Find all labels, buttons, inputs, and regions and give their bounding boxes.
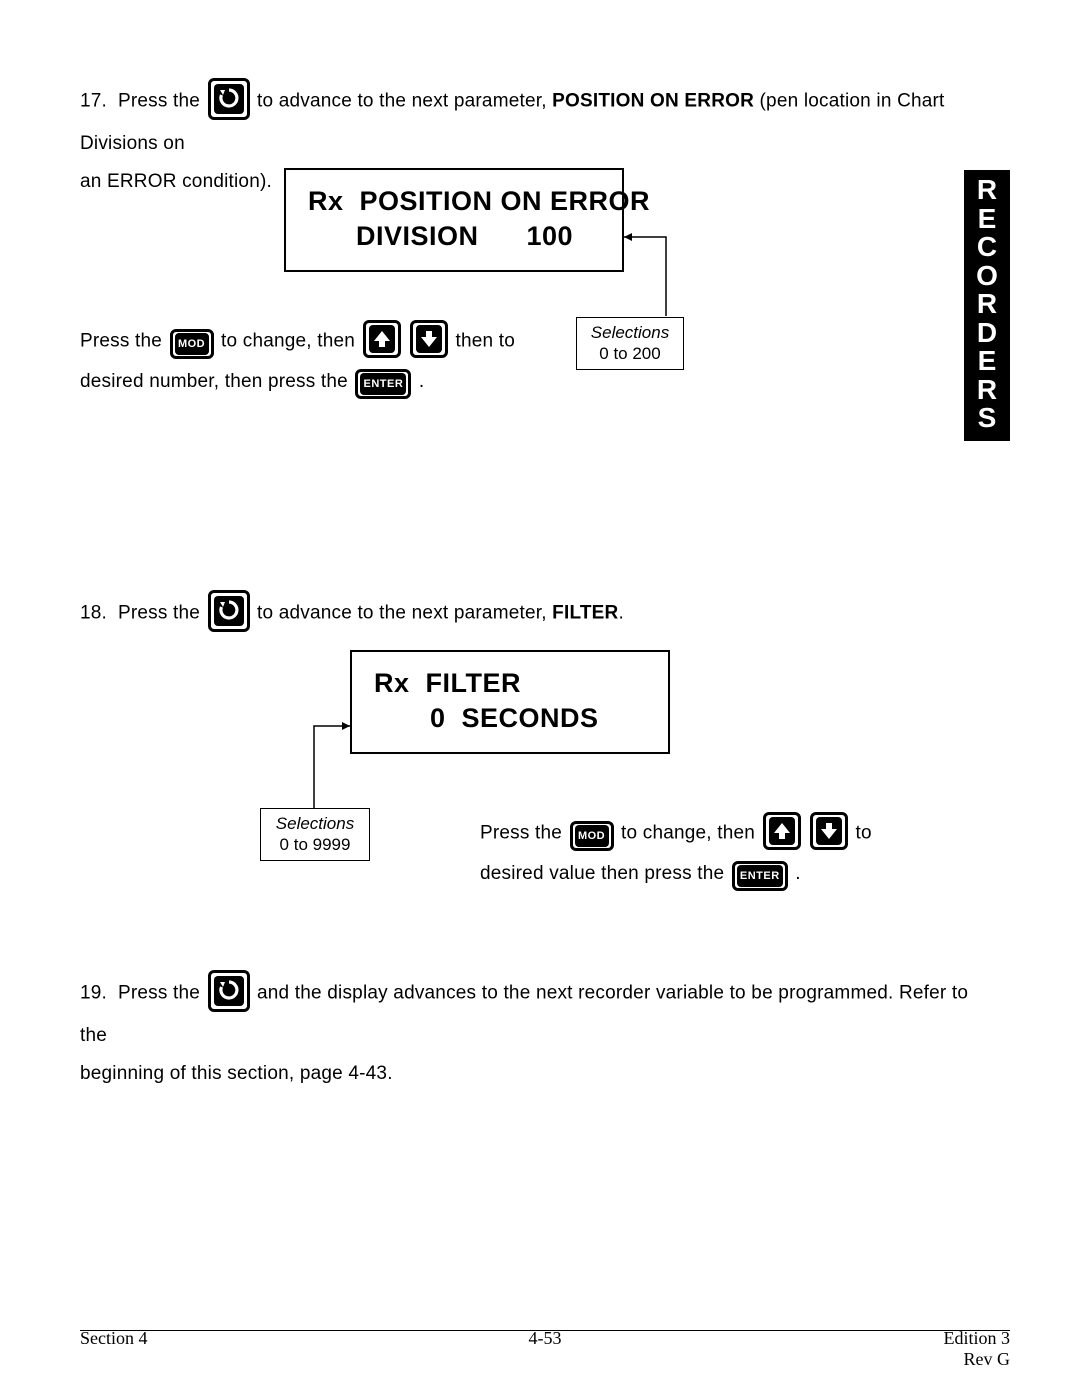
step-number: 19.	[80, 983, 107, 1004]
enter-key-icon: ENTER	[732, 855, 788, 893]
page: RECORDERS 17. Press the to advance to th…	[0, 0, 1080, 1397]
down-arrow-icon	[410, 320, 448, 363]
connector-arrow	[300, 712, 420, 822]
down-arrow-icon	[810, 812, 848, 855]
up-arrow-icon	[363, 320, 401, 363]
scroll-icon	[208, 590, 250, 637]
selections-box: Selections 0 to 9999	[260, 808, 370, 861]
side-tab-recorders: RECORDERS	[964, 170, 1010, 441]
step-19: 19. Press the and the display advances t…	[80, 970, 1000, 1093]
step-number: 18.	[80, 603, 107, 624]
page-footer: Section 4 4-53 Edition 3 Rev G	[80, 1328, 1010, 1371]
step-18: 18. Press the to advance to the next par…	[80, 590, 1000, 637]
enter-key-icon: ENTER	[355, 363, 411, 401]
connector-arrow	[560, 230, 680, 330]
mod-key-icon: MOD	[170, 323, 214, 361]
display-line: DIVISION 100	[308, 221, 600, 252]
scroll-icon	[208, 78, 250, 125]
up-arrow-icon	[763, 812, 801, 855]
mod-key-icon: MOD	[570, 815, 614, 853]
display-line: Rx POSITION ON ERROR	[308, 186, 600, 217]
scroll-icon	[208, 970, 250, 1017]
instruction-1: Press the MOD to change, then then to de…	[80, 320, 560, 401]
instruction-2: Press the MOD to change, then to desired…	[480, 812, 900, 893]
step-number: 17.	[80, 91, 107, 112]
footer-page-number: 4-53	[80, 1328, 1010, 1349]
display-line: Rx FILTER	[374, 668, 646, 699]
